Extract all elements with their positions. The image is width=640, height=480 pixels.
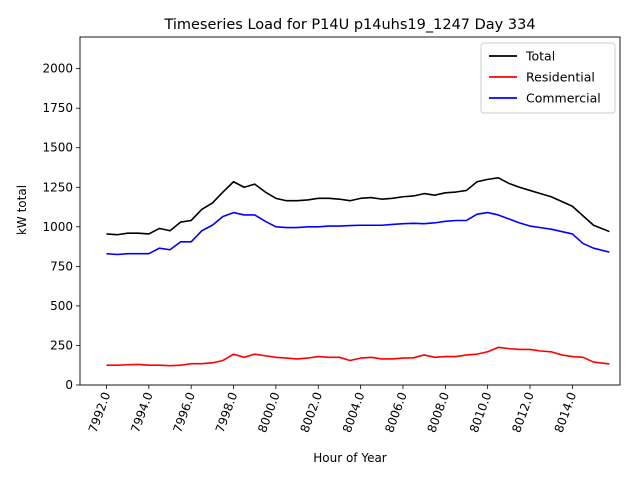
x-axis-label: Hour of Year [313, 451, 387, 465]
y-tick-label: 1250 [42, 180, 73, 194]
y-tick-label: 0 [65, 378, 73, 392]
y-tick-label: 1500 [42, 141, 73, 155]
series-line-total [106, 176, 610, 236]
legend-label-commercial: Commercial [526, 91, 601, 106]
y-tick-label: 250 [50, 338, 73, 352]
y-tick-label: 750 [50, 259, 73, 273]
y-tick-label: 1750 [42, 101, 73, 115]
y-axis-label: kW total [15, 185, 29, 235]
y-tick-label: 1000 [42, 220, 73, 234]
legend-label-residential: Residential [526, 70, 595, 85]
legend-label-total: Total [525, 49, 555, 64]
y-tick-label: 500 [50, 299, 73, 313]
chart-title: Timeseries Load for P14U p14uhs19_1247 D… [163, 17, 535, 33]
legend-box [480, 42, 616, 114]
y-tick-label: 2000 [42, 62, 73, 76]
series-line-residential [106, 346, 610, 367]
series-line-commercial [106, 211, 610, 256]
axes-frame [79, 36, 621, 386]
